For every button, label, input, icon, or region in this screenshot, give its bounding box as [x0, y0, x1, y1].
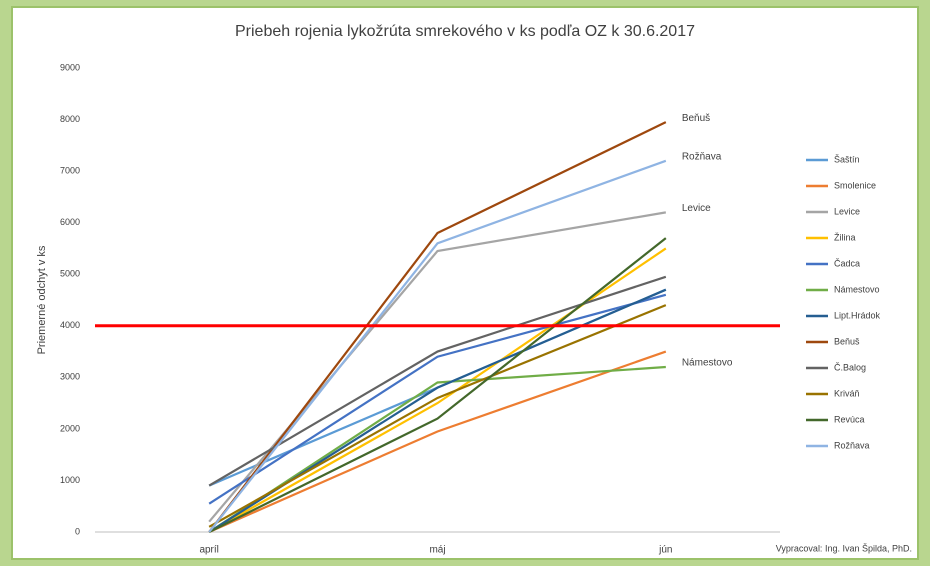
legend-label: Čadca [834, 258, 860, 268]
legend-label: Šaštín [834, 154, 860, 164]
y-tick-label: 0 [75, 526, 80, 536]
legend-label: Revúca [834, 414, 865, 424]
credit: Vypracoval: Ing. Ivan Špilda, PhD. [776, 543, 912, 553]
annotation: Rožňava [682, 151, 722, 162]
y-tick-label: 5000 [60, 269, 80, 279]
y-axis-label: Priemerné odchyt v ks [36, 245, 48, 354]
series-line [208, 350, 667, 534]
legend-label: Námestovo [834, 284, 880, 294]
series-line [208, 247, 667, 533]
legend-label: Č.Balog [834, 362, 866, 372]
y-tick-label: 1000 [60, 475, 80, 485]
legend-label: Beňuš [834, 336, 860, 346]
annotation: Levice [682, 203, 711, 214]
legend-label: Levice [834, 206, 860, 216]
series-line [208, 237, 667, 533]
y-tick-label: 4000 [60, 320, 80, 330]
y-tick-label: 3000 [60, 372, 80, 382]
legend-label: Kriváň [834, 388, 860, 398]
y-tick-label: 2000 [60, 423, 80, 433]
y-tick-label: 7000 [60, 165, 80, 175]
series-line [208, 365, 666, 533]
annotation: Námestovo [682, 358, 733, 369]
plot-panel [11, 6, 919, 560]
series-line [208, 304, 667, 528]
y-tick-label: 9000 [60, 62, 80, 72]
series-line [208, 275, 667, 487]
legend-label: Smolenice [834, 180, 876, 190]
y-tick-label: 6000 [60, 217, 80, 227]
x-tick-label: jún [658, 545, 672, 556]
x-tick-label: máj [429, 545, 445, 556]
legend-label: Rožňava [834, 440, 870, 450]
y-tick-label: 8000 [60, 114, 80, 124]
series-line [208, 159, 667, 533]
x-tick-label: apríl [199, 545, 218, 556]
annotation: Beňuš [682, 113, 710, 124]
legend-label: Lipt.Hrádok [834, 310, 881, 320]
series-line [208, 293, 667, 505]
chart-title: Priebeh rojenia lykožrúta smrekového v k… [235, 23, 695, 40]
series-line [208, 121, 667, 533]
legend-label: Žilina [834, 232, 856, 242]
